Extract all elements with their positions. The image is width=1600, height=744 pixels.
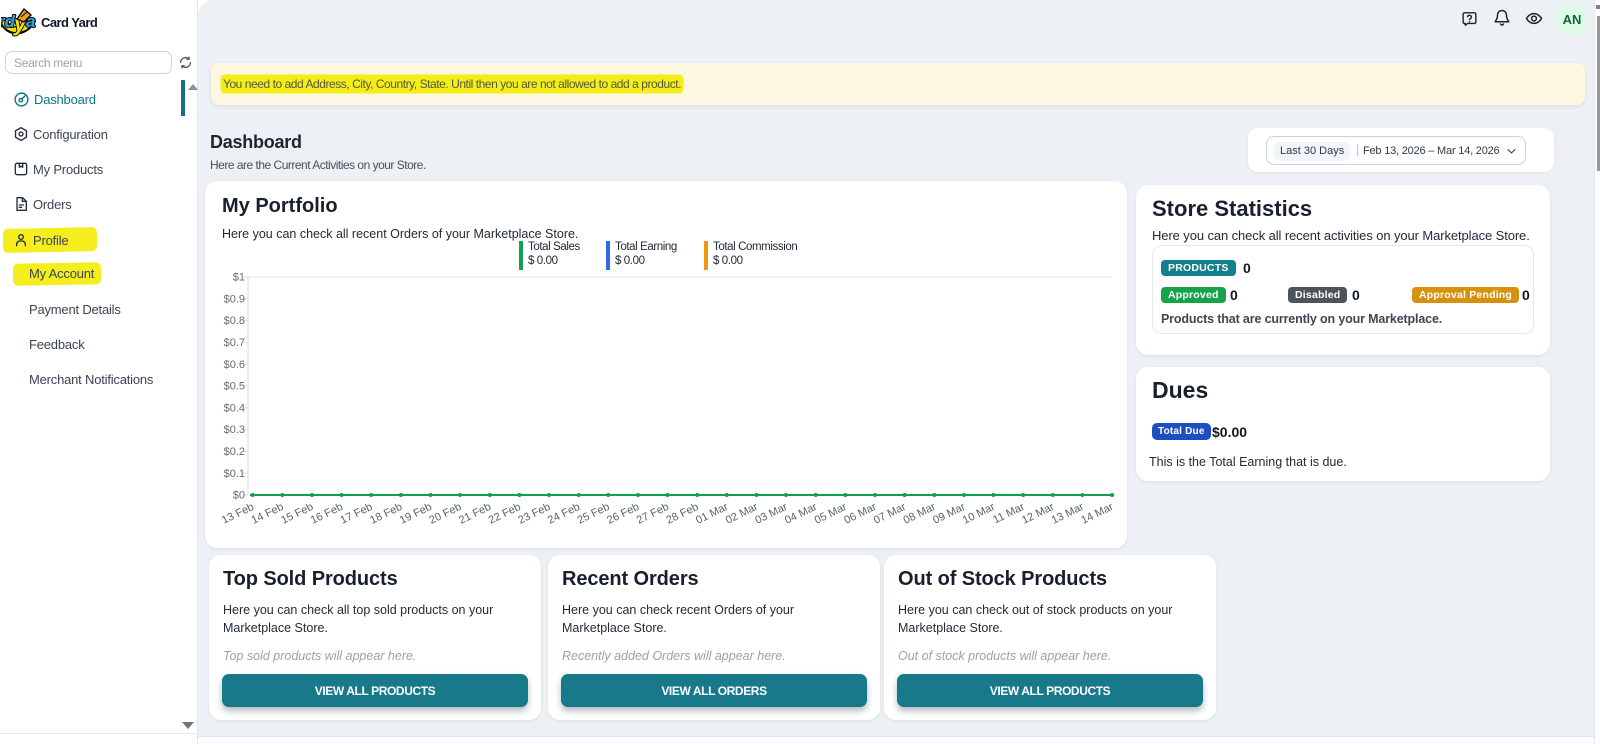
svg-text:14 Mar: 14 Mar xyxy=(1079,501,1115,527)
svg-text:$0.7: $0.7 xyxy=(224,337,245,349)
svg-text:24 Feb: 24 Feb xyxy=(546,501,582,527)
svg-text:08 Mar: 08 Mar xyxy=(902,501,938,527)
svg-text:rd: rd xyxy=(1,12,16,31)
svg-text:21 Feb: 21 Feb xyxy=(457,501,493,527)
svg-text:17 Feb: 17 Feb xyxy=(338,501,374,527)
svg-text:12 Mar: 12 Mar xyxy=(1020,501,1056,527)
svg-text:06 Mar: 06 Mar xyxy=(842,501,878,527)
svg-text:20 Feb: 20 Feb xyxy=(427,501,463,527)
svg-text:$0.4: $0.4 xyxy=(224,402,245,414)
svg-text:02 Mar: 02 Mar xyxy=(724,501,760,527)
svg-text:$0.2: $0.2 xyxy=(224,446,245,458)
svg-text:13 Mar: 13 Mar xyxy=(1050,501,1086,527)
svg-text:$0.3: $0.3 xyxy=(224,424,245,436)
svg-text:$0.5: $0.5 xyxy=(224,381,245,393)
svg-text:05 Mar: 05 Mar xyxy=(813,501,849,527)
svg-text:03 Mar: 03 Mar xyxy=(753,501,789,527)
svg-text:$0: $0 xyxy=(233,490,245,502)
svg-text:04 Mar: 04 Mar xyxy=(783,501,819,527)
svg-text:13 Feb: 13 Feb xyxy=(220,501,256,527)
svg-text:$0.8: $0.8 xyxy=(224,315,245,327)
svg-text:09 Mar: 09 Mar xyxy=(931,501,967,527)
svg-text:26 Feb: 26 Feb xyxy=(605,501,641,527)
svg-text:$0.6: $0.6 xyxy=(224,359,245,371)
svg-text:$0.1: $0.1 xyxy=(224,468,245,480)
svg-text:07 Mar: 07 Mar xyxy=(872,501,908,527)
svg-text:23 Feb: 23 Feb xyxy=(516,501,552,527)
svg-text:a: a xyxy=(26,12,35,31)
svg-text:15 Feb: 15 Feb xyxy=(279,501,315,527)
svg-text:14 Feb: 14 Feb xyxy=(250,501,286,527)
svg-text:25 Feb: 25 Feb xyxy=(576,501,612,527)
svg-text:28 Feb: 28 Feb xyxy=(664,501,700,527)
svg-text:$1: $1 xyxy=(233,272,245,284)
svg-text:10 Mar: 10 Mar xyxy=(961,501,997,527)
svg-text:01 Mar: 01 Mar xyxy=(694,501,730,527)
svg-text:11 Mar: 11 Mar xyxy=(991,501,1027,527)
svg-text:18 Feb: 18 Feb xyxy=(368,501,404,527)
svg-text:27 Feb: 27 Feb xyxy=(635,501,671,527)
svg-text:16 Feb: 16 Feb xyxy=(309,501,345,527)
svg-text:19 Feb: 19 Feb xyxy=(398,501,434,527)
svg-text:22 Feb: 22 Feb xyxy=(487,501,523,527)
svg-text:$0.9: $0.9 xyxy=(224,293,245,305)
